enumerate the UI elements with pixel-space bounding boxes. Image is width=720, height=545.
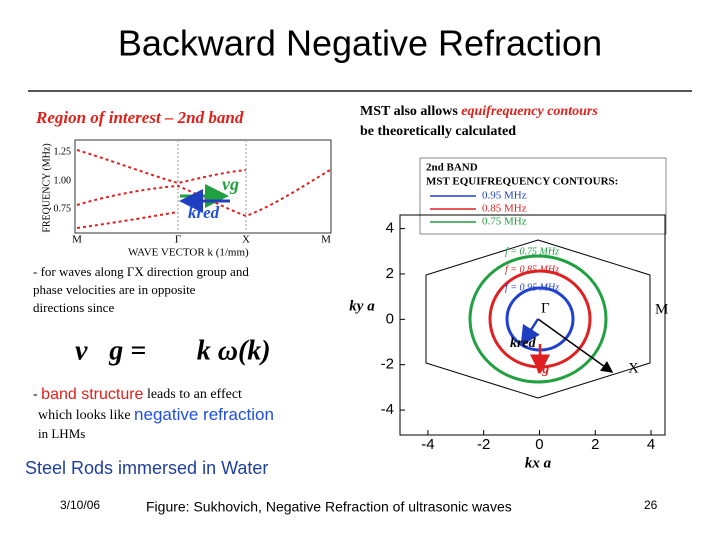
contour-label: f = 0.85 MHz xyxy=(505,264,559,275)
equation: v⃗g = ∇⃗k ω(k) xyxy=(75,335,271,366)
contour-label: f = 0.95 MHz xyxy=(505,282,559,293)
band-ytick: 1.00 xyxy=(54,175,72,186)
contour-label: f = 0.75 MHz xyxy=(505,246,559,257)
band-ytick: 1.25 xyxy=(54,146,72,157)
footer-caption: Figure: Sukhovich, Negative Refraction o… xyxy=(146,499,512,515)
band-ytick: 0.75 xyxy=(54,203,72,214)
bullet-line: - band structure leads to an effect xyxy=(33,386,242,403)
text-run: which looks like xyxy=(38,408,134,423)
slide-title: Backward Negative Refraction xyxy=(118,23,602,64)
text-run: MST also allows xyxy=(360,104,461,119)
x-tick-label: 4 xyxy=(647,436,655,453)
k-label: kred xyxy=(188,203,220,222)
legend-title: 2nd BAND xyxy=(426,162,478,174)
band-heading: Region of interest – 2nd band xyxy=(35,108,244,127)
legend: 2nd BAND MST EQUIFREQUENCY CONTOURS: 0.9… xyxy=(419,157,667,235)
k-red-arrow xyxy=(520,318,540,347)
footer-date: 3/10/06 xyxy=(60,498,100,512)
symmetry-point: X xyxy=(628,360,639,376)
brillouin-zone xyxy=(425,239,651,399)
band-frame xyxy=(74,139,332,234)
band-curve xyxy=(76,211,179,229)
band-xtick: X xyxy=(242,234,250,246)
bullet-line: directions since xyxy=(33,300,114,315)
legend-label: 0.75 MHz xyxy=(482,216,527,228)
y-tick-label: -2 xyxy=(381,356,394,373)
band-xtick: M xyxy=(321,234,331,246)
text-run: equifrequency contours xyxy=(461,104,598,119)
legend-label: 0.95 MHz xyxy=(482,190,527,202)
k-direction xyxy=(537,318,614,373)
x-tick-label: 0 xyxy=(535,436,543,453)
y-tick-label: 2 xyxy=(386,265,394,282)
band-curve xyxy=(76,169,331,218)
vg-label: vg xyxy=(222,174,239,194)
y-axis-label: ky a xyxy=(349,298,375,314)
legend-subtitle: MST EQUIFREQUENCY CONTOURS: xyxy=(426,176,618,188)
intro-line: MST also allows equifrequency contours xyxy=(360,104,598,119)
x-axis-label: kx a xyxy=(525,455,552,471)
k-label: kred xyxy=(510,336,537,351)
band-ylabel: FREQUENCY (MHz) xyxy=(41,143,52,232)
band-plot: vg kred FREQUENCY (MHz) 1.25 1.00 0.75 M… xyxy=(41,139,332,259)
bullet-line: in LHMs xyxy=(38,426,85,441)
y-tick-label: -4 xyxy=(381,401,394,418)
x-tick-label: 2 xyxy=(591,436,599,453)
bullet-line: phase velocities are in opposite xyxy=(33,282,196,297)
caption-left: Steel Rods immersed in Water xyxy=(25,458,268,478)
band-curve xyxy=(76,149,247,185)
contour-plot: -4 -2 0 2 4 4 2 0 -2 -4 kx a ky a f = 0.75 MHz f = 0.… xyxy=(349,214,668,471)
x-tick-label: -4 xyxy=(421,436,434,453)
text-run: band structure xyxy=(41,386,143,403)
text-run: negative refraction xyxy=(134,405,274,424)
text-run: - xyxy=(33,387,41,402)
x-tick-label: -2 xyxy=(477,436,490,453)
legend-label: 0.85 MHz xyxy=(482,203,527,215)
plot-frame xyxy=(399,214,666,436)
vg-label: vg xyxy=(536,362,549,377)
bullet-line: which looks like negative refraction xyxy=(38,405,274,424)
band-xlabel: WAVE VECTOR k (1/mm) xyxy=(128,247,249,259)
text-run: leads to an effect xyxy=(143,387,242,402)
band-xtick: M xyxy=(72,234,82,246)
contour-075 xyxy=(468,254,608,384)
footer-page: 26 xyxy=(644,498,658,512)
bullet-line: - for waves along ΓX direction group and xyxy=(33,264,249,279)
symmetry-point: M xyxy=(655,301,668,317)
y-tick-label: 0 xyxy=(386,310,394,327)
symmetry-point: Γ xyxy=(541,300,550,316)
y-tick-label: 4 xyxy=(386,220,394,237)
band-xtick: Γ xyxy=(175,234,181,246)
intro-line: be theoretically calculated xyxy=(360,124,516,139)
